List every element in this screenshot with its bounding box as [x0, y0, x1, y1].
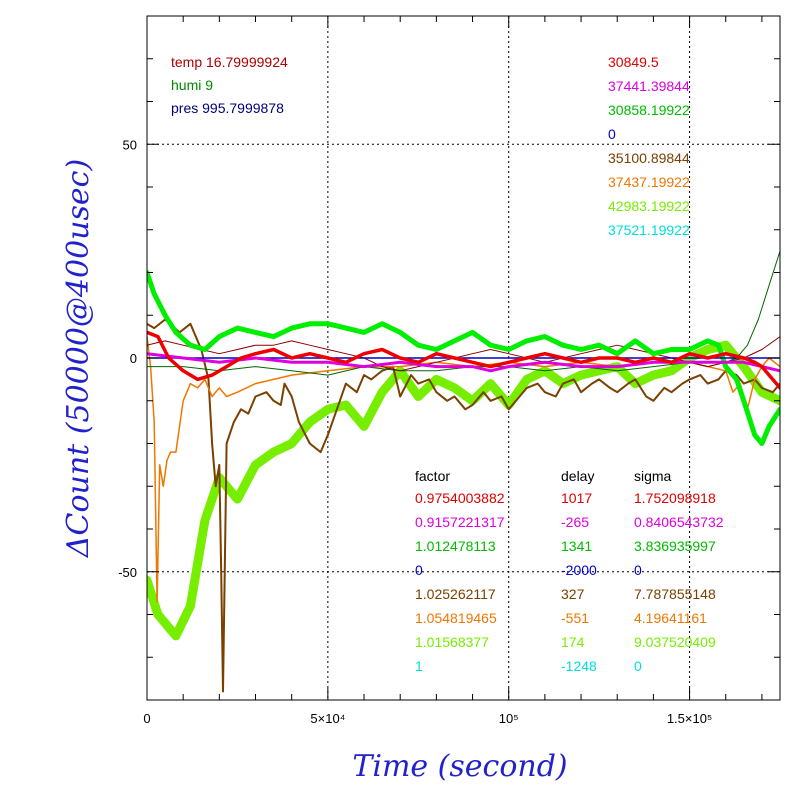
- mean-value: 30849.5: [608, 54, 659, 70]
- y-axis-title: ΔCount (50000@400usec): [61, 159, 96, 558]
- table-header: factor: [415, 468, 450, 484]
- table-cell: 4.19641161: [634, 610, 707, 626]
- x-axis-title: Time (second): [352, 749, 567, 784]
- series-line-9: [147, 330, 780, 390]
- series-layer: [147, 250, 780, 693]
- mean-value: 37441.39844: [608, 78, 690, 94]
- env-readout: temp 16.79999924: [171, 54, 288, 70]
- y-tick-label: 0: [130, 351, 137, 366]
- mean-value: 37521.19922: [608, 222, 690, 238]
- mean-value: 35100.89844: [608, 150, 690, 166]
- table-cell: 1341: [561, 538, 592, 554]
- table-cell: 1.054819465: [415, 610, 497, 626]
- env-readout: pres 995.7999878: [171, 100, 284, 116]
- x-tick-label: 0: [143, 711, 150, 726]
- series-line-2: [147, 318, 780, 693]
- tick-labels: 0 5×10⁴ 10⁵ 1.5×10⁵ 50 0 -50: [118, 137, 712, 726]
- mean-value: 42983.19922: [608, 198, 690, 214]
- series-line-4: [147, 250, 780, 376]
- table-cell: -551: [561, 610, 589, 626]
- table-cell: 1.752098918: [634, 490, 716, 506]
- mean-value: 30858.19922: [608, 102, 690, 118]
- table-cell: -2000: [561, 562, 597, 578]
- table-cell: 1.012478113: [415, 538, 496, 554]
- y-tick-label: -50: [118, 565, 137, 580]
- table-cell: 174: [561, 634, 585, 650]
- table-cell: -1248: [561, 658, 597, 674]
- series-line-8: [147, 352, 780, 373]
- series-line-3: [147, 335, 780, 603]
- table-cell: 0: [415, 562, 423, 578]
- table-cell: 9.037520409: [634, 634, 716, 650]
- table-cell: 0.8406543732: [634, 514, 724, 530]
- x-tick-label: 5×10⁴: [310, 711, 345, 726]
- axis-ticks: [146, 15, 780, 701]
- x-tick-label: 10⁵: [499, 711, 519, 726]
- table-cell: -265: [561, 514, 589, 530]
- y-tick-label: 50: [123, 137, 137, 152]
- table-cell: 3.836935997: [634, 538, 716, 554]
- table-cell: 1: [415, 658, 423, 674]
- x-tick-label: 1.5×10⁵: [667, 711, 713, 726]
- table-cell: 1.01568377: [415, 634, 489, 650]
- table-cell: 0: [634, 658, 642, 674]
- series-line-6: [147, 270, 780, 446]
- table-cell: 0: [634, 562, 642, 578]
- series-line-1: [147, 340, 780, 641]
- mean-value: 37437.19922: [608, 174, 690, 190]
- table-header: delay: [561, 468, 594, 484]
- table-cell: 1017: [561, 490, 592, 506]
- table-header: sigma: [634, 468, 672, 484]
- mean-value: 0: [608, 126, 616, 142]
- table-cell: 0.9157221317: [415, 514, 505, 530]
- table-cell: 0.9754003882: [415, 490, 505, 506]
- annotations: temp 16.79999924 humi 9 pres 995.7999878 30…: [171, 54, 724, 674]
- table-cell: 7.787855148: [634, 586, 716, 602]
- table-cell: 1.025262117: [415, 586, 496, 602]
- table-cell: 327: [561, 586, 585, 602]
- env-readout: humi 9: [171, 77, 213, 93]
